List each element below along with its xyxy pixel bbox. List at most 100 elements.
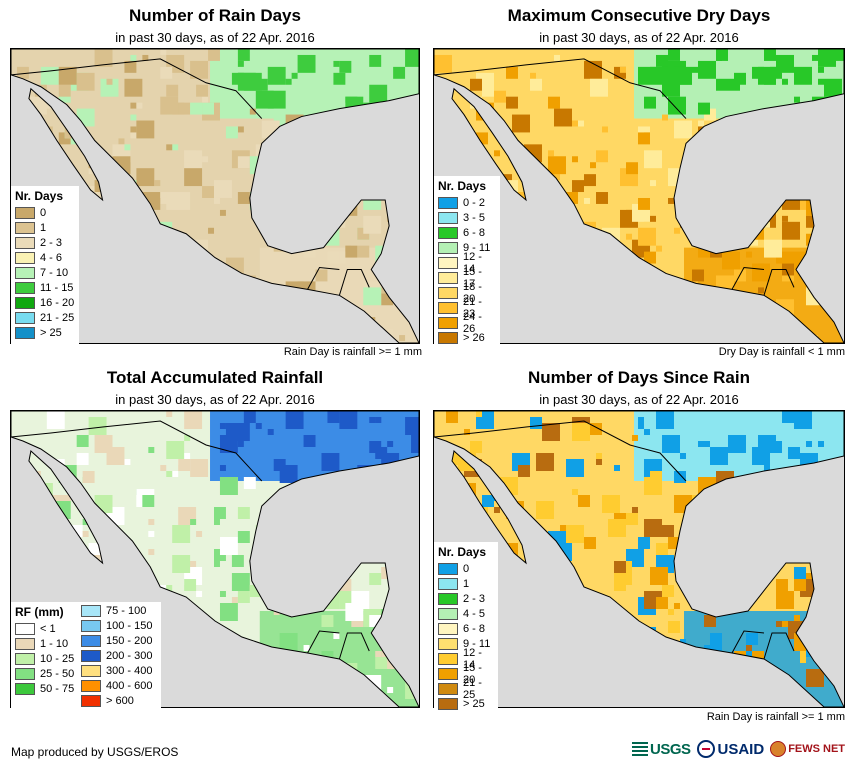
legend-item: 3 - 5: [438, 210, 496, 225]
legend-swatch: [15, 251, 35, 264]
coastline: [28, 87, 104, 202]
national-border: [434, 58, 687, 119]
legend-swatch: [81, 634, 101, 647]
legend-item: 50 - 75: [15, 681, 81, 696]
legend-label: > 25: [40, 326, 62, 339]
legend-title: RF (mm): [15, 605, 64, 619]
legend-days-since-rain: Nr. Days 0 1 2 - 3 4 - 5 6 - 8 9 - 11 12 - 14 15…: [434, 542, 498, 715]
national-border: [11, 58, 263, 119]
legend-swatch: [438, 667, 458, 680]
legend-item: 16 - 20: [15, 295, 75, 310]
legend-label: 1: [463, 577, 470, 590]
legend-swatch: [438, 226, 458, 239]
fewsnet-logo-text: FEWS NET: [788, 743, 846, 755]
legend-swatch: [438, 697, 458, 710]
fewsnet-logo: FEWS NET: [770, 741, 845, 757]
map-note: Rain Day is rainfall >= 1 mm: [706, 711, 845, 723]
legend-item: 1: [15, 220, 75, 235]
legend-swatch: [438, 637, 458, 650]
legend-item: 11 - 15: [15, 280, 75, 295]
legend-title: Nr. Days: [438, 179, 487, 193]
legend-item: 24 - 26: [438, 311, 496, 335]
coastline: [451, 450, 527, 565]
legend-label: 16 - 20: [40, 296, 75, 309]
panel-title: Total Accumulated Rainfall: [106, 368, 324, 387]
legend-label: 7 - 10: [40, 266, 69, 279]
legend-dry-days: Nr. Days 0 - 2 3 - 5 6 - 8 9 - 11 12 - 14 15 -…: [434, 176, 500, 349]
central-america-borders: [731, 630, 795, 660]
legend-swatch: [15, 266, 35, 279]
legend-swatch: [15, 206, 35, 219]
usgs-mark-icon: [632, 742, 648, 756]
legend-item: 300 - 400: [81, 663, 152, 678]
legend-item: 18 - 20: [438, 281, 496, 305]
legend-item: 150 - 200: [81, 633, 152, 648]
legend-label: 75 - 100: [106, 604, 147, 617]
usgs-logo-text: USGS: [650, 740, 691, 758]
legend-swatch: [438, 577, 458, 590]
legend-item: 12 - 14: [438, 647, 494, 671]
usgs-logo: USGS: [632, 741, 691, 758]
legend-swatch: [81, 619, 101, 632]
usaid-seal-icon: [696, 740, 715, 758]
central-america-borders: [307, 630, 370, 660]
map-graphic: [434, 411, 844, 707]
legend-item: > 25: [438, 696, 494, 711]
legend-label: 100 - 150: [106, 619, 153, 632]
legend-rain-days: Nr. Days 0 1 2 - 3 4 - 6 7 - 10 11 - 15 16 - 20…: [11, 186, 79, 344]
legend-label: 0: [40, 206, 47, 219]
legend-label: 400 - 600: [106, 679, 153, 692]
legend-item: 9 - 11: [438, 636, 494, 651]
legend-item: > 600: [81, 693, 152, 708]
legend-item: > 26: [438, 330, 496, 345]
panel-subtitle: in past 30 days, as of 22 Apr. 2016: [539, 392, 739, 407]
legend-item: 0 - 2: [438, 195, 496, 210]
legend-label: 9 - 11: [463, 637, 491, 650]
legend-title: Nr. Days: [438, 545, 487, 559]
map-credit: Map produced by USGS/EROS: [11, 745, 179, 759]
legend-label: 12 - 14: [463, 250, 482, 275]
legend-swatch: [15, 326, 35, 339]
legend-item: 9 - 11: [438, 240, 496, 255]
legend-label: > 25: [463, 697, 485, 710]
map-note: Dry Day is rainfall < 1 mm: [718, 346, 845, 358]
legend-swatch: [438, 652, 458, 665]
panel-title: Maximum Consecutive Dry Days: [507, 6, 771, 25]
legend-label: 21 - 25: [40, 311, 75, 324]
coastline: [451, 87, 527, 202]
map-dry-days[interactable]: [433, 48, 845, 344]
legend-title: Nr. Days: [15, 189, 64, 203]
legend-item: 0: [15, 205, 75, 220]
legend-label: > 600: [106, 694, 134, 707]
legend-label: 11 - 15: [40, 281, 74, 294]
legend-label: 21 - 23: [463, 295, 482, 320]
legend-label: 18 - 20: [463, 280, 482, 305]
legend-label: 2 - 3: [463, 592, 486, 605]
legend-label: 1: [40, 221, 47, 234]
legend-item: 400 - 600: [81, 678, 152, 693]
legend-item: 15 - 20: [438, 662, 494, 686]
coastline: [11, 49, 419, 343]
panel-rain-days: Number of Rain Days in past 30 days, as …: [10, 0, 422, 360]
legend-swatch: [438, 301, 458, 314]
legend-swatch: [15, 281, 35, 294]
map-days-since-rain[interactable]: [433, 410, 845, 708]
legend-item: 4 - 6: [15, 250, 75, 265]
national-border: [434, 420, 687, 482]
panel-subtitle: in past 30 days, as of 22 Apr. 2016: [539, 30, 739, 45]
panel-subtitle: in past 30 days, as of 22 Apr. 2016: [115, 30, 315, 45]
legend-item: 21 - 25: [438, 677, 494, 701]
legend-label: 25 - 50: [40, 667, 75, 680]
legend-label: 6 - 8: [463, 622, 486, 635]
legend-label: 300 - 400: [106, 664, 153, 677]
legend-swatch: [438, 316, 458, 329]
legend-item: > 25: [15, 325, 75, 340]
panel-dry-days: Maximum Consecutive Dry Days in past 30 …: [433, 0, 845, 360]
national-border: [11, 420, 263, 482]
legend-swatch: [438, 271, 458, 284]
map-rain-days[interactable]: [10, 48, 420, 344]
legend-swatch: [15, 236, 35, 249]
legend-item: 21 - 23: [438, 296, 496, 320]
legend-label: > 26: [463, 331, 485, 344]
legend-label: 50 - 75: [40, 682, 75, 695]
